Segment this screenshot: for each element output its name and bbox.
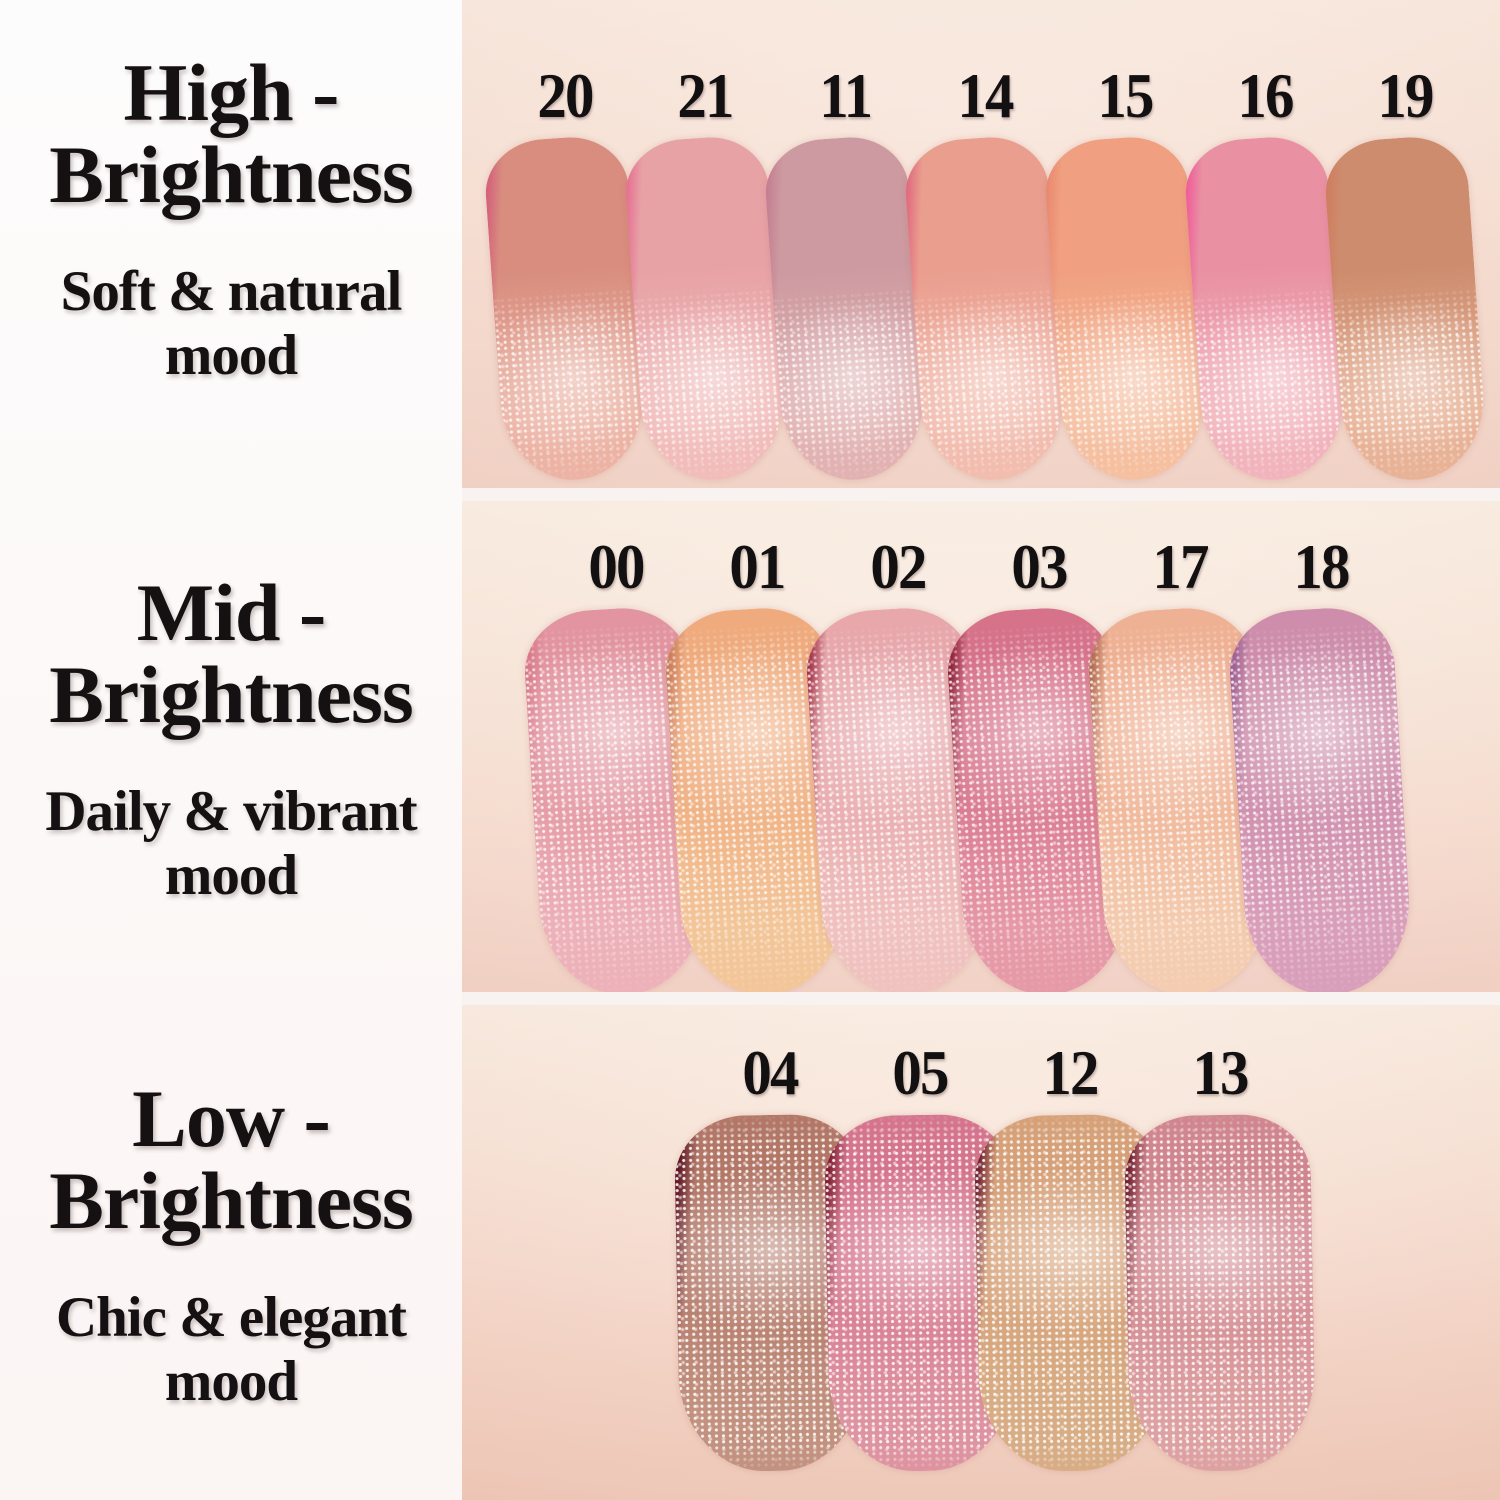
swatch-column-05: 05 (823, 1035, 1017, 1473)
row-subtitle-mid: Daily & vibrant mood (0, 780, 462, 908)
swatch-column-15: 15 (1041, 58, 1209, 485)
swatch-column-01: 01 (662, 529, 851, 992)
row-subtitle-high: Soft & natural mood (0, 260, 462, 388)
swatch-column-14: 14 (901, 58, 1069, 485)
swatch-photo-mid-brightness: 00 01 02 03 17 18 (462, 501, 1500, 992)
shade-number-20: 20 (537, 60, 594, 131)
subtitle-line: Soft & natural (60, 260, 403, 323)
swatch-stroke-13 (1123, 1113, 1317, 1473)
shade-number-21: 21 (677, 60, 734, 131)
title-line: High - (123, 47, 340, 138)
shade-number-17: 17 (1151, 531, 1209, 602)
swatch-column-16: 16 (1181, 58, 1349, 485)
swatch-strip: 00 01 02 03 17 18 (521, 529, 1500, 992)
swatch-column-02: 02 (803, 529, 992, 992)
title-line: Brightness (49, 129, 414, 220)
swatch-column-20: 20 (481, 58, 649, 485)
swatch-column-12: 12 (973, 1035, 1167, 1473)
subtitle-line: Daily & vibrant (45, 780, 417, 843)
shade-number-00: 00 (587, 531, 645, 602)
shade-number-13: 13 (1192, 1037, 1249, 1108)
shade-number-03: 03 (1010, 531, 1068, 602)
swatch-column-00: 00 (521, 529, 710, 992)
swatch-strip: 20 21 11 14 15 16 19 (481, 58, 1500, 485)
subtitle-line: Chic & elegant (55, 1286, 407, 1349)
text-sidebar: High - Brightness Soft & natural mood Mi… (0, 0, 462, 1500)
swatch-stroke-18 (1226, 604, 1415, 992)
subtitle-line: mood (164, 323, 298, 387)
swatch-stroke-14 (901, 133, 1069, 485)
title-line: Mid - (136, 567, 327, 658)
swatch-column-19: 19 (1321, 58, 1489, 485)
label-block-low: Low - Brightness Chic & elegant mood (0, 1078, 462, 1414)
shade-number-04: 04 (742, 1037, 799, 1108)
row-subtitle-low: Chic & elegant mood (0, 1286, 462, 1414)
shade-number-01: 01 (728, 531, 786, 602)
shade-number-18: 18 (1292, 531, 1350, 602)
shade-number-15: 15 (1097, 60, 1154, 131)
shade-number-19: 19 (1377, 60, 1434, 131)
shade-number-11: 11 (819, 60, 873, 131)
swatch-stroke-21 (621, 133, 789, 485)
shade-number-14: 14 (957, 60, 1014, 131)
swatch-column-21: 21 (621, 58, 789, 485)
shade-number-05: 05 (892, 1037, 949, 1108)
title-line: Brightness (49, 1155, 414, 1246)
swatch-stroke-15 (1041, 133, 1209, 485)
shade-number-16: 16 (1237, 60, 1294, 131)
swatch-photo-low-brightness: 04 05 12 13 (462, 1005, 1500, 1500)
label-block-mid: Mid - Brightness Daily & vibrant mood (0, 572, 462, 908)
subtitle-line: mood (164, 843, 298, 907)
swatch-column-04: 04 (673, 1035, 867, 1473)
label-block-high: High - Brightness Soft & natural mood (0, 52, 462, 388)
row-title-low: Low - Brightness (0, 1078, 462, 1242)
swatch-column-11: 11 (761, 58, 929, 485)
swatch-photo-high-brightness: 20 21 11 14 15 16 19 (462, 0, 1500, 488)
swatch-column-03: 03 (944, 529, 1133, 992)
row-title-high: High - Brightness (0, 52, 462, 216)
shade-number-02: 02 (869, 531, 927, 602)
swatch-stroke-11 (761, 133, 929, 485)
swatch-column-18: 18 (1226, 529, 1415, 992)
shade-number-12: 12 (1042, 1037, 1099, 1108)
swatch-stroke-19 (1321, 133, 1489, 485)
title-line: Low - (132, 1073, 331, 1164)
swatch-strip: 04 05 12 13 (673, 1035, 1500, 1473)
swatch-stroke-16 (1181, 133, 1349, 485)
swatch-column-13: 13 (1123, 1035, 1317, 1473)
subtitle-line: mood (164, 1349, 298, 1413)
swatch-column-17: 17 (1085, 529, 1274, 992)
row-title-mid: Mid - Brightness (0, 572, 462, 736)
swatch-stroke-20 (481, 133, 649, 485)
title-line: Brightness (49, 649, 414, 740)
